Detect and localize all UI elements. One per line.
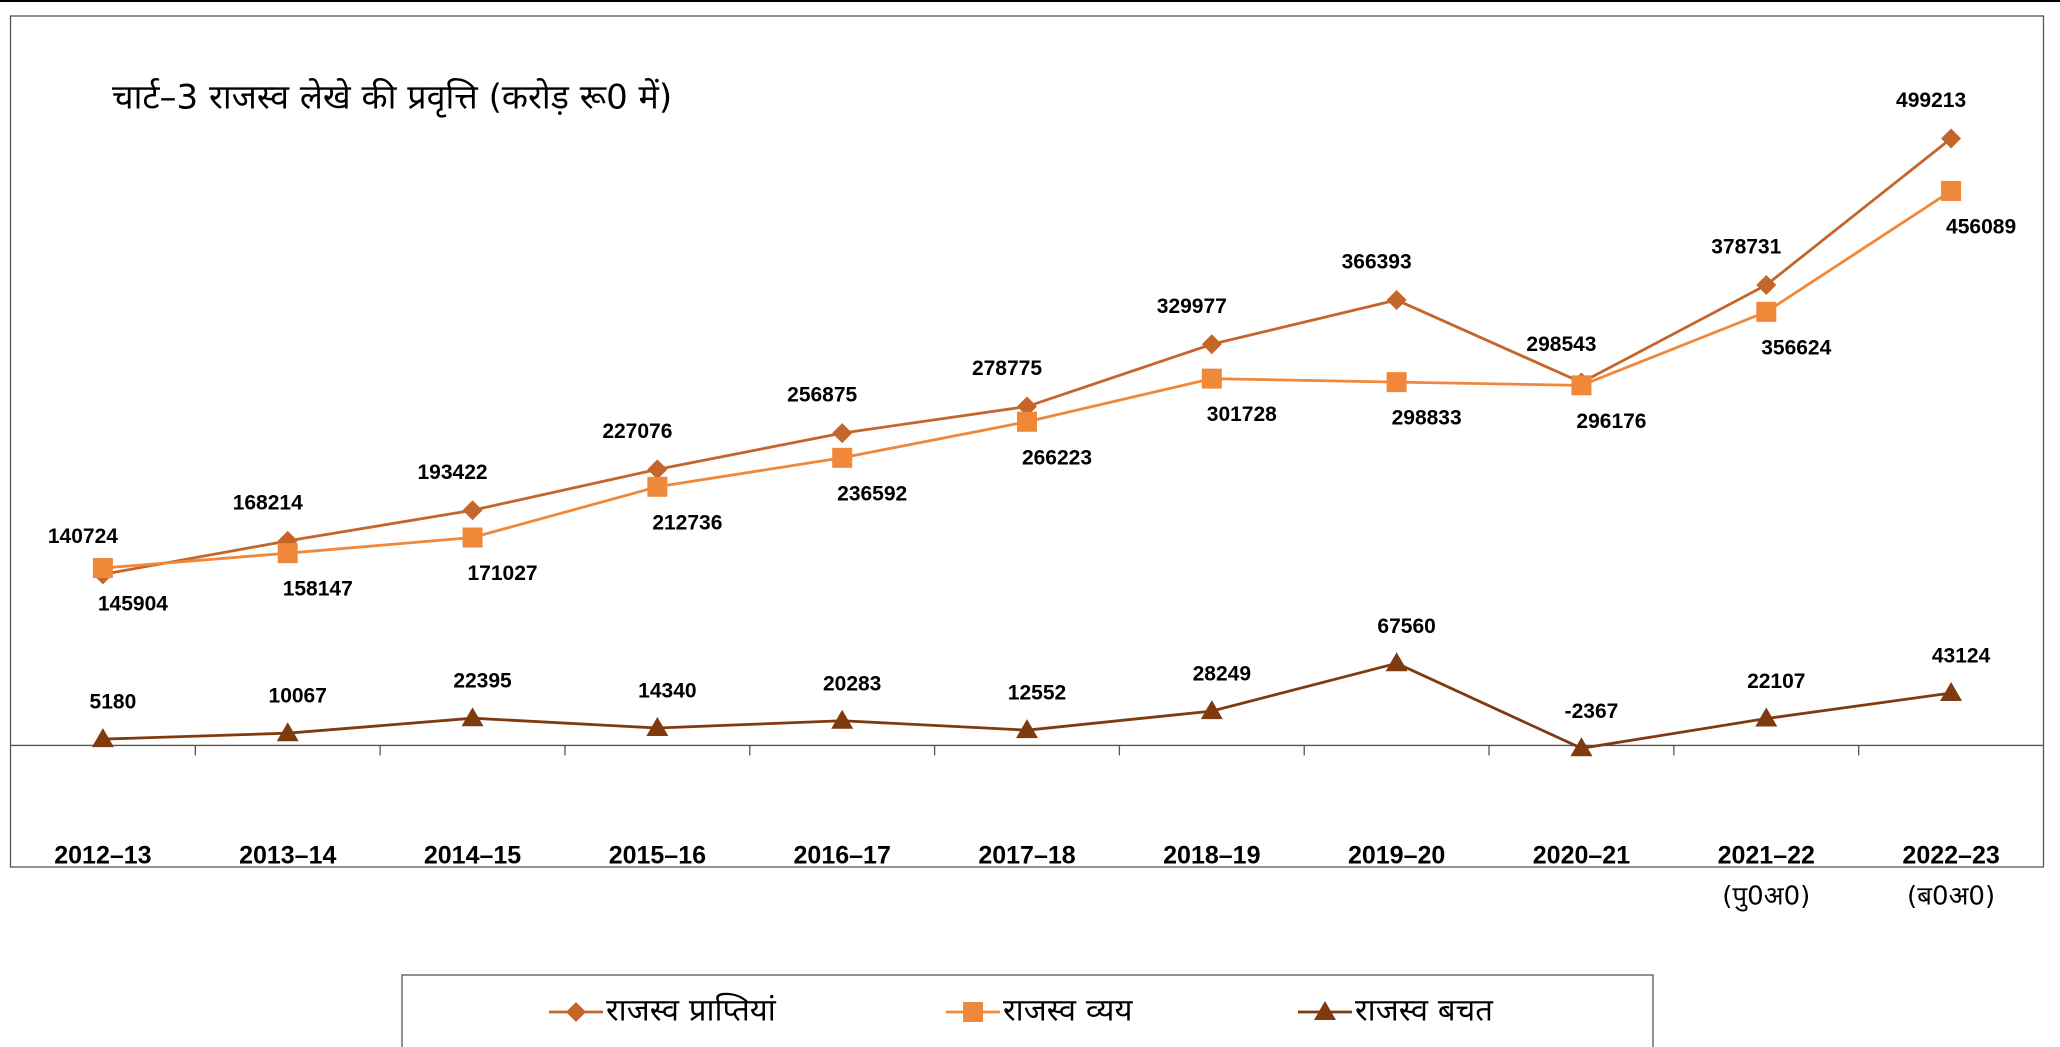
data-point — [646, 716, 669, 736]
x-tick-label: 2013–14 — [239, 842, 336, 870]
data-label: 5180 — [90, 691, 137, 714]
x-tick-label: 2019–20 — [1348, 842, 1445, 870]
data-point — [1941, 128, 1962, 149]
data-point — [647, 459, 668, 480]
x-tick-label: 2022–23 — [1902, 842, 1999, 870]
data-point — [1755, 707, 1778, 727]
data-label: 12552 — [1008, 682, 1066, 705]
data-label: 212736 — [652, 511, 722, 534]
data-point — [277, 543, 298, 564]
x-tick-label: 2018–19 — [1163, 842, 1260, 870]
data-label: 298833 — [1392, 407, 1462, 430]
data-point — [461, 707, 484, 727]
x-tick-label: 2016–17 — [794, 842, 891, 870]
data-point — [1200, 700, 1223, 720]
data-label: 22107 — [1747, 670, 1805, 693]
x-tick-label: 2021–22 — [1718, 842, 1815, 870]
data-label: 28249 — [1193, 663, 1251, 686]
data-label: 456089 — [1946, 216, 2016, 239]
data-point — [1756, 301, 1777, 322]
data-label: 266223 — [1022, 446, 1092, 469]
data-point — [1756, 274, 1777, 295]
data-point — [1017, 396, 1037, 417]
data-point — [1016, 719, 1038, 739]
data-point — [1385, 652, 1408, 672]
data-label: 10067 — [269, 685, 327, 708]
data-label: 329977 — [1157, 295, 1227, 318]
data-label: 256875 — [787, 384, 857, 407]
x-tick-label: 2015–16 — [609, 842, 706, 870]
x-tick-sublabel: (ब0अ0) — [1907, 882, 1995, 912]
data-point — [832, 447, 853, 468]
data-label: 140724 — [48, 525, 118, 548]
legend-marker — [1314, 1001, 1336, 1020]
data-label: 298543 — [1526, 333, 1596, 356]
data-point — [1201, 334, 1222, 355]
legend-label: राजस्व व्यय — [1003, 993, 1133, 1029]
data-label: 145904 — [98, 593, 168, 616]
data-label: -2367 — [1565, 700, 1619, 723]
data-label: 236592 — [837, 482, 907, 505]
data-label: 171027 — [468, 562, 538, 585]
chart-title: चार्ट–3 राजस्व लेखे की प्रवृत्ति (करोड़ … — [112, 78, 672, 119]
data-point — [831, 709, 854, 729]
legend-label: राजस्व बचत — [1355, 993, 1494, 1029]
legend-marker — [566, 1002, 586, 1022]
data-point — [1940, 682, 1963, 702]
legend-marker — [963, 1002, 983, 1022]
data-point — [276, 722, 299, 742]
data-label: 227076 — [602, 420, 672, 443]
data-label: 499213 — [1896, 89, 1966, 112]
data-label: 356624 — [1761, 336, 1831, 359]
data-label: 22395 — [453, 670, 512, 693]
data-label: 366393 — [1342, 251, 1412, 274]
x-tick-sublabel: (पु0अ0) — [1722, 882, 1810, 912]
data-label: 301728 — [1207, 403, 1277, 426]
x-tick-label: 2017–18 — [978, 842, 1075, 870]
x-tick-label: 2020–21 — [1533, 842, 1630, 870]
data-label: 20283 — [823, 672, 881, 695]
data-label: 14340 — [638, 680, 696, 703]
legend-box — [401, 974, 1654, 1047]
x-tick-label: 2014–15 — [424, 842, 521, 870]
data-point — [1017, 411, 1037, 432]
legend-label: राजस्व प्राप्तियां — [606, 993, 777, 1029]
data-point — [92, 558, 113, 579]
data-label: 378731 — [1711, 236, 1781, 259]
data-point — [462, 500, 483, 521]
data-point — [832, 423, 853, 444]
data-point — [1201, 368, 1222, 389]
plot-border — [9, 15, 2045, 868]
data-label: 193422 — [418, 461, 488, 484]
data-point — [91, 728, 114, 748]
data-label: 296176 — [1576, 410, 1646, 433]
data-point — [462, 527, 483, 548]
data-label: 168214 — [233, 491, 303, 514]
data-point — [1386, 372, 1407, 393]
data-point — [647, 476, 668, 497]
data-point — [1386, 289, 1407, 310]
x-tick-label: 2012–13 — [54, 842, 151, 870]
data-point — [1941, 180, 1962, 201]
data-label: 67560 — [1377, 615, 1435, 638]
data-label: 43124 — [1932, 645, 1991, 668]
data-point — [1570, 737, 1593, 757]
data-label: 278775 — [972, 357, 1042, 380]
data-point — [1571, 375, 1592, 396]
data-label: 158147 — [283, 578, 353, 601]
